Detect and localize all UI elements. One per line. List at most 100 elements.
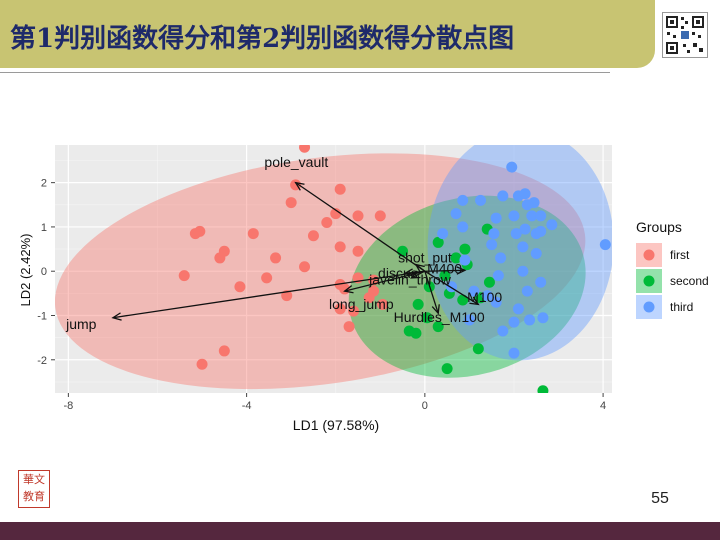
point-first — [374, 210, 386, 222]
y-tick-label: 0 — [41, 266, 47, 278]
title-bar: 第1判别函数得分和第2判别函数得分散点图 — [0, 0, 655, 68]
loading-arrow-M400 — [424, 269, 465, 272]
point-first — [299, 145, 311, 153]
point-first — [299, 261, 311, 273]
y-tick-label: -1 — [37, 311, 47, 323]
x-axis-label: LD1 (97.58%) — [293, 417, 379, 433]
point-first — [348, 305, 360, 317]
point-second — [439, 270, 451, 282]
point-third — [506, 161, 518, 173]
point-third — [524, 314, 536, 326]
legend-title: Groups — [636, 219, 682, 235]
point-first — [218, 345, 230, 357]
slide-title: 第1判别函数得分和第2判别函数得分散点图 — [10, 24, 515, 54]
point-third — [519, 188, 531, 200]
seal-logo: 華文 教育 — [18, 470, 50, 508]
loading-label-javelin_throw: javelin_throw — [368, 272, 452, 288]
point-third — [546, 219, 558, 231]
loading-arrowhead-pole_vault — [294, 181, 305, 191]
point-third — [517, 241, 529, 253]
point-first — [196, 358, 208, 370]
loading-arrow-long_jump — [344, 270, 426, 292]
point-third — [457, 221, 469, 233]
loading-arrowhead-shot_put — [414, 263, 425, 273]
point-third — [450, 208, 462, 220]
point-third — [510, 228, 522, 240]
point-third — [457, 194, 469, 206]
point-first — [270, 252, 282, 264]
point-third — [495, 252, 507, 264]
loading-arrow-shot_put — [415, 264, 426, 272]
loading-arrowhead-Hurdles_M100 — [431, 304, 440, 315]
point-second — [537, 385, 549, 393]
loading-label-M100: M100 — [467, 289, 502, 305]
point-second — [432, 321, 444, 333]
point-first — [247, 228, 259, 240]
legend-label-third: third — [670, 300, 693, 314]
point-first — [343, 321, 355, 333]
point-third — [486, 239, 498, 251]
point-third — [526, 210, 538, 222]
point-third — [497, 325, 509, 337]
loading-arrow-M100 — [424, 270, 479, 305]
point-third — [521, 199, 533, 211]
loading-arrowhead-M100 — [469, 296, 480, 306]
loading-label-Hurdles_M100: Hurdles_M100 — [394, 309, 485, 325]
point-third — [535, 276, 547, 288]
x-tick-label: -8 — [63, 400, 73, 412]
y-tick-label: 1 — [41, 222, 47, 234]
legend-marker-second — [643, 275, 655, 287]
point-first — [189, 228, 201, 240]
point-third — [521, 285, 533, 297]
qr-code-icon — [662, 12, 708, 58]
point-second — [432, 236, 444, 248]
legend-marker-first — [643, 249, 655, 261]
point-second — [410, 327, 422, 339]
point-second — [421, 312, 433, 324]
point-first — [321, 217, 333, 228]
point-second — [483, 276, 495, 288]
legend-label-first: first — [670, 248, 690, 262]
loading-label-shot_put: shot_put — [398, 249, 452, 265]
point-second — [450, 252, 462, 264]
point-third — [508, 210, 520, 222]
point-third — [492, 270, 504, 282]
loading-arrowhead-M400 — [456, 266, 467, 275]
x-tick-label: 4 — [600, 400, 606, 412]
point-third — [437, 228, 449, 240]
point-second — [412, 298, 424, 310]
point-third — [481, 290, 493, 302]
point-third — [519, 223, 531, 235]
point-first — [363, 292, 375, 304]
point-third — [599, 239, 611, 251]
point-third — [490, 296, 502, 308]
loading-arrowhead-jump — [111, 312, 122, 321]
point-first — [330, 208, 342, 220]
x-tick-label: 0 — [422, 400, 428, 412]
loading-arrow-Hurdles_M100 — [424, 271, 439, 314]
point-first — [178, 270, 190, 282]
loading-label-discus: discus — [378, 265, 418, 281]
loading-label-M400: M400 — [427, 260, 462, 276]
y-tick-label: -2 — [37, 355, 47, 367]
loading-arrow-jump — [112, 270, 425, 319]
point-first — [334, 303, 346, 315]
point-first — [334, 241, 346, 253]
point-third — [488, 228, 500, 240]
y-tick-label: 2 — [41, 178, 47, 190]
point-first — [307, 230, 319, 242]
point-third — [463, 314, 475, 326]
point-first — [285, 197, 297, 209]
loading-arrow-pole_vault — [295, 182, 426, 272]
point-third — [508, 316, 520, 328]
legend-marker-third — [643, 301, 655, 313]
point-third — [537, 312, 549, 324]
point-first — [334, 183, 346, 195]
loading-arrow-discus — [404, 270, 425, 275]
point-second — [472, 343, 484, 355]
point-third — [535, 210, 547, 222]
point-first — [214, 252, 226, 264]
y-axis-label: LD2 (2.42%) — [18, 234, 33, 307]
